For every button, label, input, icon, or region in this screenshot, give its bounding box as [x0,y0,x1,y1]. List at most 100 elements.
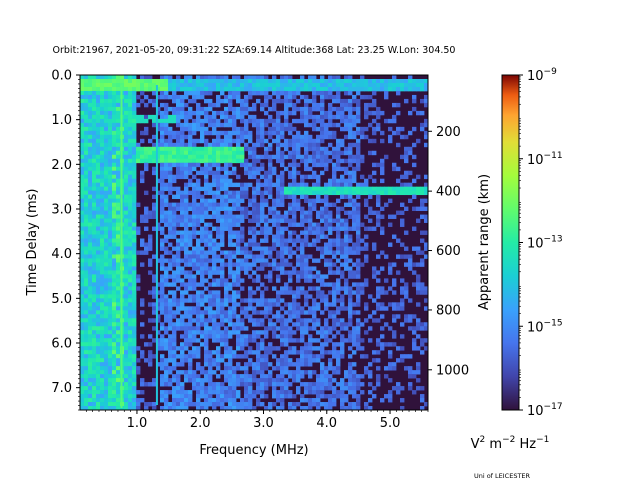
heatmap-cell [424,118,429,124]
heatmap-cell [220,142,225,148]
heatmap-cell [252,394,257,399]
heatmap-cell [376,190,381,196]
heatmap-cell [132,270,137,275]
heatmap-cell [176,370,181,375]
heatmap-cell [296,190,301,196]
heatmap-cell [248,78,253,84]
heatmap-cell [204,322,209,327]
heatmap-cell [108,182,113,188]
heatmap-cell [384,278,389,283]
heatmap-cell [268,190,273,196]
heatmap-cell [380,138,385,144]
heatmap-cell [172,230,177,235]
heatmap-cell [292,230,297,235]
heatmap-cell [352,326,357,331]
heatmap-cell [88,178,93,184]
heatmap-cell [104,314,109,319]
heatmap-cell [400,286,405,291]
heatmap-cell [128,406,133,411]
heatmap-cell [320,310,325,315]
heatmap-cell [232,146,237,152]
heatmap-cell [228,158,233,164]
heatmap-cell [288,370,293,375]
heatmap-cell [212,198,217,204]
heatmap-cell [304,114,309,120]
heatmap-cell [168,206,173,211]
heatmap-cell [264,118,269,124]
heatmap-cell [200,342,205,347]
heatmap-cell [128,266,133,271]
heatmap-cell [332,134,337,140]
heatmap-cell [324,202,329,208]
heatmap-cell [232,138,237,144]
heatmap-cell [228,178,233,184]
heatmap-cell [132,130,137,136]
heatmap-cell [124,194,129,200]
heatmap-cell [300,94,305,100]
heatmap-cell [80,318,85,323]
heatmap-cell [208,334,213,339]
heatmap-cell [284,75,289,80]
heatmap-cell [236,326,241,331]
heatmap-cell [300,306,305,311]
heatmap-cell [92,290,97,295]
heatmap-cell [176,406,181,411]
heatmap-cell [288,218,293,223]
heatmap-cell [388,190,393,196]
heatmap-cell [144,242,149,247]
heatmap-cell [140,238,145,243]
heatmap-cell [160,218,165,223]
heatmap-cell [304,186,309,192]
heatmap-cell [160,154,165,160]
heatmap-cell [280,162,285,168]
heatmap-cell [356,238,361,243]
heatmap-cell [264,190,269,196]
heatmap-cell [292,78,297,84]
heatmap-cell [152,194,157,200]
heatmap-cell [160,310,165,315]
heatmap-cell [252,82,257,88]
heatmap-cell [284,154,289,160]
heatmap-cell [144,246,149,251]
heatmap-cell [116,166,121,172]
heatmap-cell [164,82,169,88]
heatmap-cell [284,238,289,243]
heatmap-cell [184,346,189,351]
heatmap-cell [316,146,321,152]
heatmap-cell [348,306,353,311]
heatmap-cell [240,246,245,251]
heatmap-cell [172,270,177,275]
heatmap-cell [108,86,113,92]
heatmap-cell [116,358,121,363]
heatmap-cell [192,78,197,84]
heatmap-cell [168,218,173,223]
heatmap-cell [108,362,113,367]
heatmap-cell [240,98,245,104]
heatmap-cell [320,114,325,120]
heatmap-cell [328,366,333,371]
heatmap-cell [336,98,341,104]
heatmap-cell [168,106,173,112]
heatmap-cell [212,310,217,315]
heatmap-cell [112,358,117,363]
heatmap-cell [220,114,225,120]
heatmap-cell [296,302,301,307]
heatmap-cell [224,378,229,383]
heatmap-cell [332,354,337,359]
heatmap-cell [260,102,265,108]
heatmap-cell [108,326,113,331]
heatmap-cell [392,366,397,371]
heatmap-cell [144,214,149,219]
heatmap-cell [332,350,337,355]
heatmap-cell [128,318,133,323]
heatmap-cell [196,354,201,359]
heatmap-cell [108,130,113,136]
heatmap-cell [268,342,273,347]
heatmap-cell [168,174,173,180]
heatmap-cell [224,134,229,140]
heatmap-cell [256,142,261,148]
heatmap-cell [336,106,341,112]
heatmap-cell [132,298,137,303]
heatmap-cell [188,150,193,156]
y-tick-label: 0.0 [51,69,72,84]
